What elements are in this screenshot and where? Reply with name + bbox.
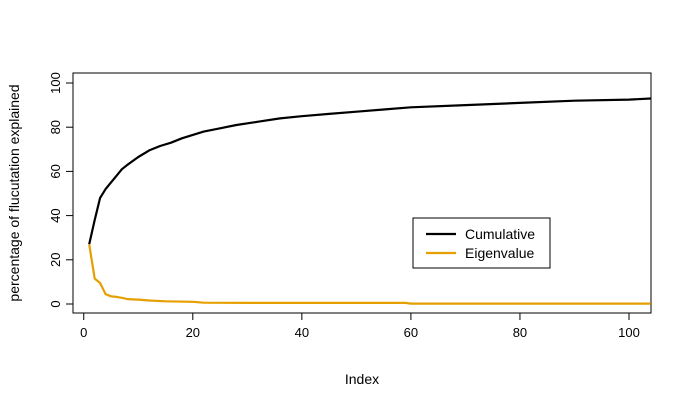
x-tick-label: 60 bbox=[404, 325, 418, 340]
series-layer bbox=[88, 97, 651, 305]
x-tick-label: 80 bbox=[513, 325, 527, 340]
y-tick-label: 20 bbox=[48, 253, 63, 267]
y-tick-label: 100 bbox=[48, 72, 63, 94]
y-axis-title: percentage of flucutation explained bbox=[6, 84, 22, 301]
x-tick-label: 100 bbox=[618, 325, 640, 340]
x-axis-title: Index bbox=[345, 371, 379, 387]
legend-label-eigenvalue: Eigenvalue bbox=[465, 245, 534, 261]
y-tick-label: 0 bbox=[48, 300, 63, 307]
y-tick-label: 80 bbox=[48, 120, 63, 134]
x-tick-label: 40 bbox=[295, 325, 309, 340]
legend-box bbox=[412, 217, 551, 269]
legend: Cumulative Eigenvalue bbox=[412, 217, 551, 269]
x-tick-label: 0 bbox=[80, 325, 87, 340]
series-line-cumulative bbox=[88, 97, 651, 245]
y-tick-label: 40 bbox=[48, 208, 63, 222]
y-axis: 0 20 40 60 80 100 bbox=[48, 72, 74, 308]
x-axis: 0 20 40 60 80 100 bbox=[80, 312, 640, 340]
y-tick-label: 60 bbox=[48, 164, 63, 178]
plot-frame bbox=[72, 72, 652, 314]
x-tick-label: 20 bbox=[186, 325, 200, 340]
series-line-eigenvalue bbox=[88, 244, 651, 305]
legend-label-cumulative: Cumulative bbox=[465, 226, 535, 242]
